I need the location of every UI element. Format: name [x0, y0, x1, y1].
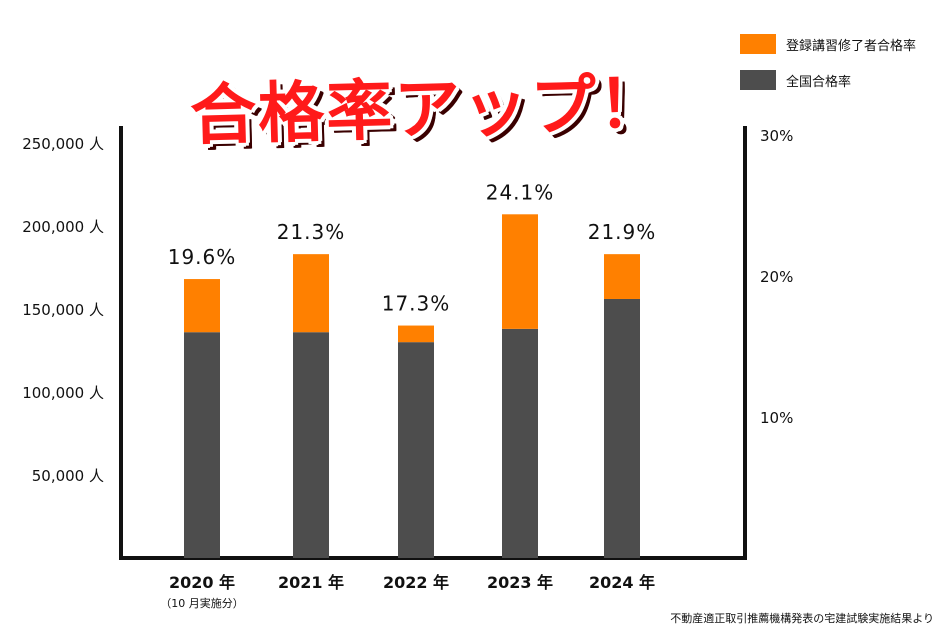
y-tick-label-left: 150,000 人 [22, 301, 104, 319]
y-tick-label-left: 50,000 人 [32, 467, 104, 485]
bar-overall [604, 298, 640, 558]
bar-registered [293, 254, 329, 333]
x-tick-label: 2020 年 [169, 573, 235, 592]
bar-data-label: 19.6% [168, 245, 237, 269]
bar-data-label: 21.3% [277, 220, 346, 244]
y-tick-label-left: 250,000 人 [22, 135, 104, 153]
x-tick-label: 2022 年 [383, 573, 449, 592]
x-tick-note: （10 月実施分） [160, 596, 244, 610]
bar-data-label: 24.1% [486, 180, 555, 204]
y-tick-label-left: 200,000 人 [22, 218, 104, 236]
y-tick-label-right: 30% [760, 127, 793, 145]
bar-registered [502, 214, 538, 329]
y-tick-label-right: 20% [760, 268, 793, 286]
bar-registered [604, 254, 640, 299]
x-tick-label: 2021 年 [278, 573, 344, 592]
source-note: 不動産適正取引推薦機構発表の宅建試験実施結果より [670, 612, 934, 625]
bar-data-label: 21.9% [588, 220, 657, 244]
legend-label-overall: 全国合格率 [786, 74, 852, 90]
x-tick-label: 2023 年 [487, 573, 553, 592]
y-tick-label-left: 100,000 人 [22, 384, 104, 402]
x-tick-label: 2024 年 [589, 573, 655, 592]
bar-registered [184, 279, 220, 333]
bar-overall [293, 332, 329, 558]
bar-data-label: 17.3% [382, 292, 451, 316]
legend-swatch-overall [740, 70, 776, 90]
bar-overall [398, 342, 434, 558]
legend-item-registered: 登録講習修了者合格率 [740, 34, 916, 54]
legend-item-overall: 全国合格率 [740, 70, 851, 90]
y-tick-label-right: 10% [760, 409, 793, 427]
legend-label-registered: 登録講習修了者合格率 [786, 38, 917, 54]
bar-overall [184, 332, 220, 558]
legend-swatch-registered [740, 34, 776, 54]
bar-registered [398, 325, 434, 343]
bar-overall [502, 328, 538, 558]
